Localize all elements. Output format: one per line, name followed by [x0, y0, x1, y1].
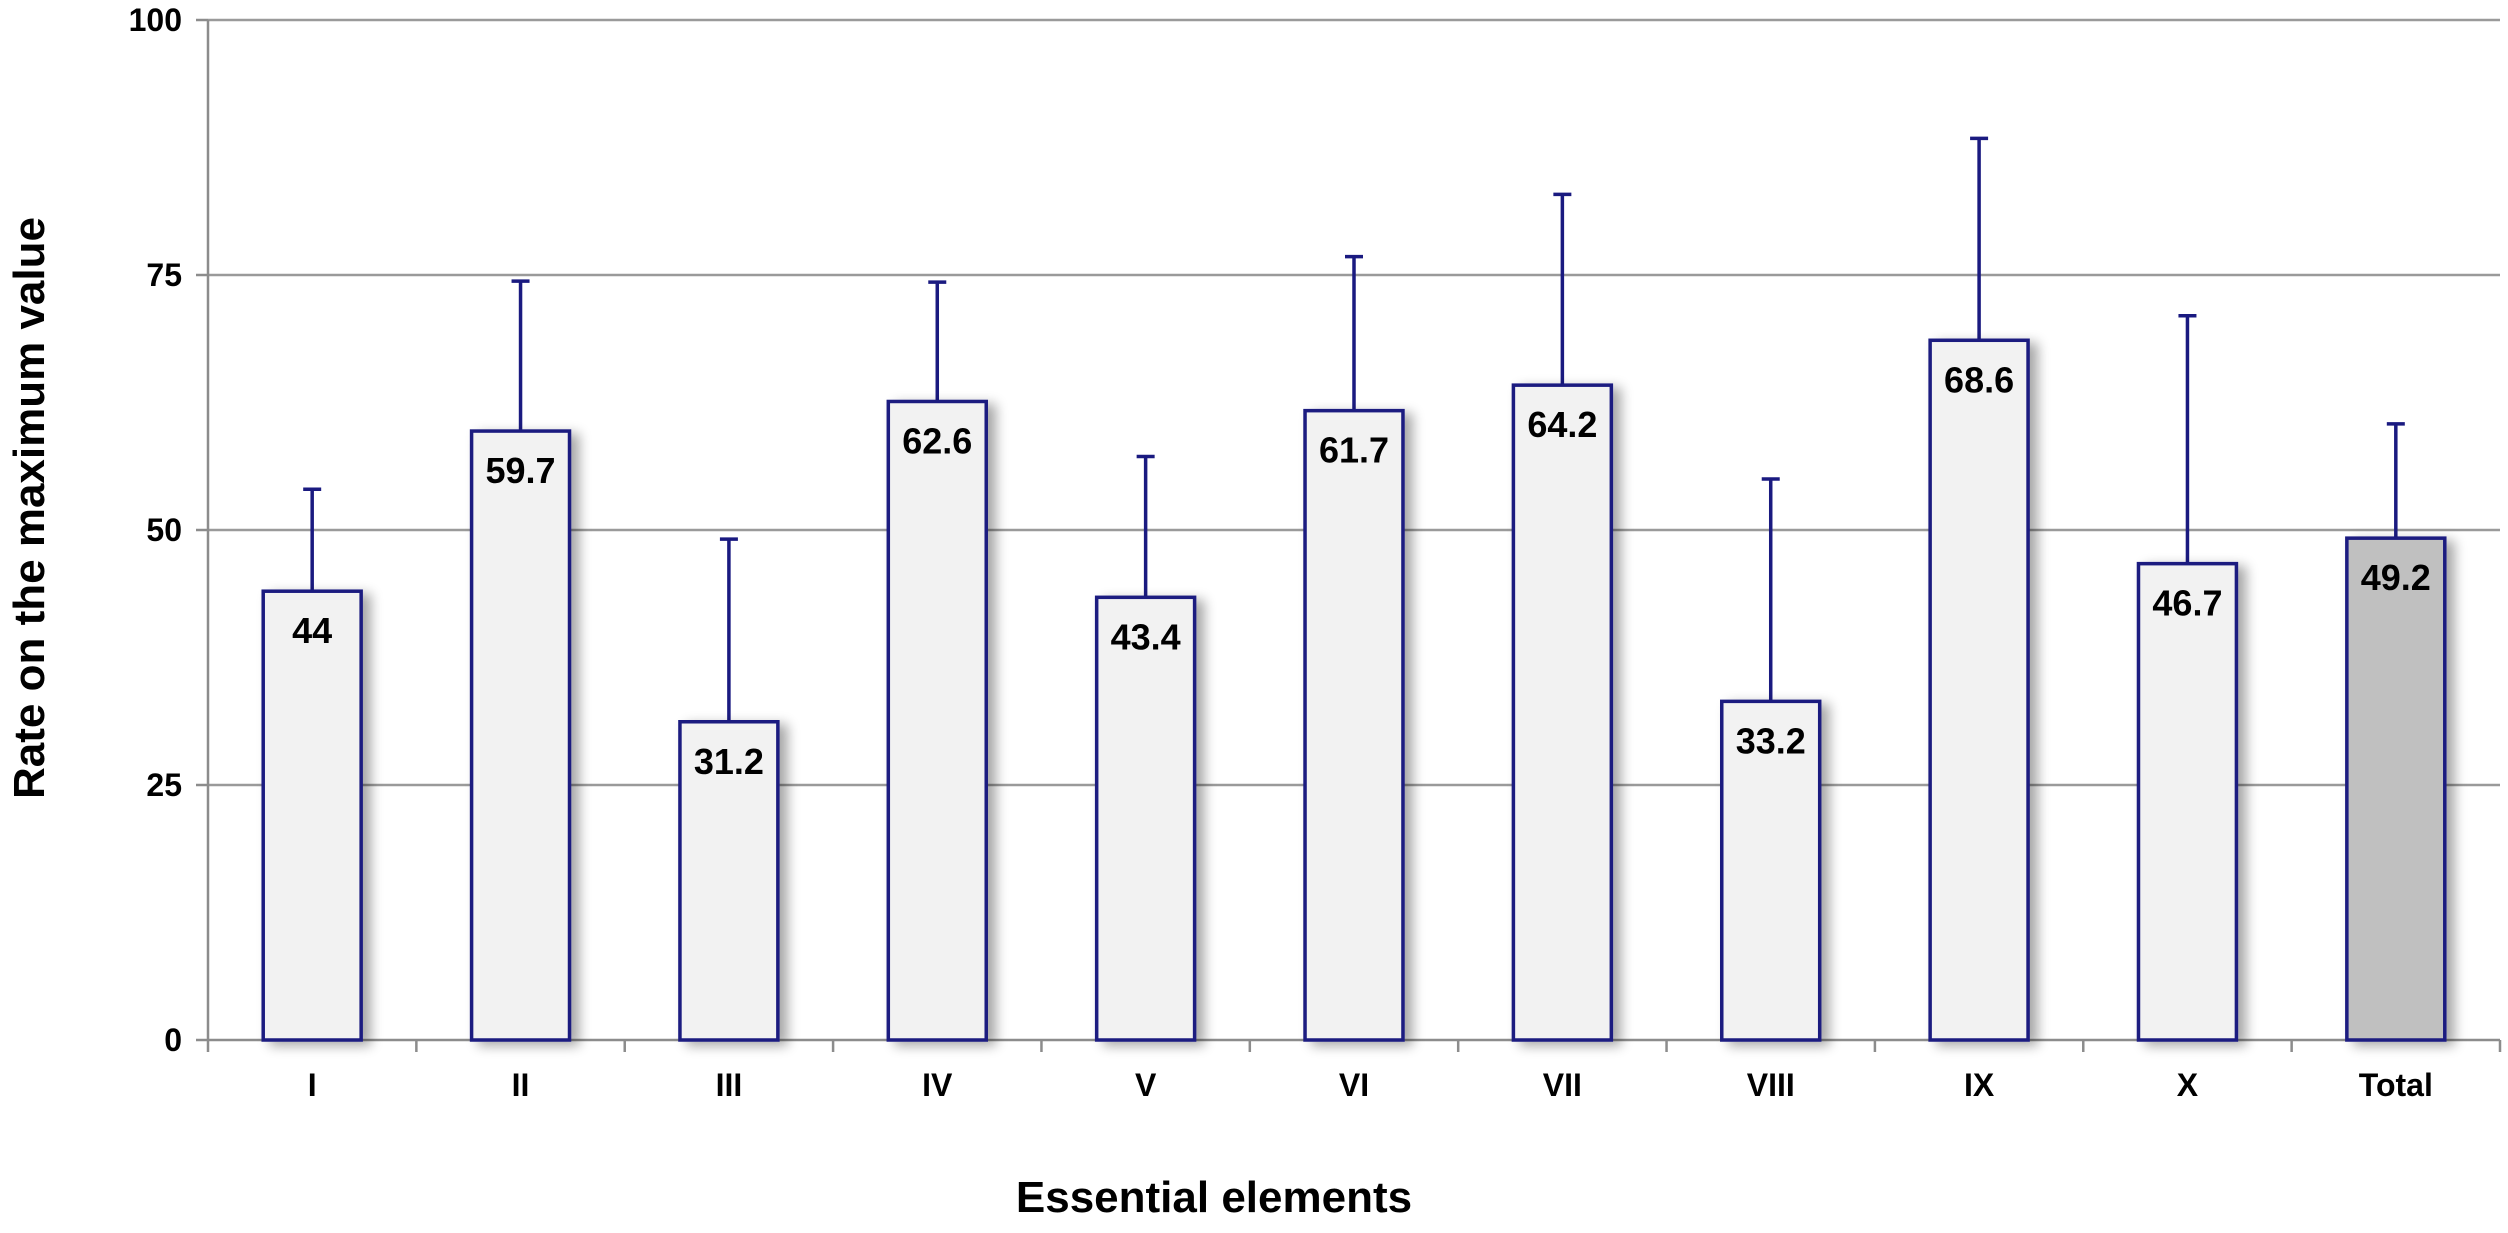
- bars: [261, 338, 2447, 1042]
- data-label: 49.2: [2361, 557, 2431, 598]
- x-tick-label: IX: [1964, 1067, 1995, 1103]
- data-label: 46.7: [2152, 583, 2222, 624]
- y-axis-title: Rate on the maximum value: [5, 217, 54, 799]
- y-tick-label: 0: [164, 1022, 182, 1058]
- bar: [2345, 536, 2447, 1042]
- bar: [261, 589, 363, 1042]
- y-tick-label: 50: [146, 512, 182, 548]
- bar: [1720, 699, 1822, 1042]
- x-tick-labels: I II III IV V VI VII VIII IX X Total: [308, 1067, 2433, 1103]
- data-label: 31.2: [694, 741, 764, 782]
- x-tick-label: Total: [2359, 1067, 2433, 1103]
- data-labels: 44 59.7 31.2 62.6 43.4 61.7 64.2 33.2 68.6 46.7 49…: [292, 359, 2431, 781]
- data-label: 61.7: [1319, 430, 1389, 471]
- data-label: 62.6: [902, 420, 972, 461]
- x-tick-label: VIII: [1747, 1067, 1795, 1103]
- bar: [886, 399, 988, 1042]
- bar: [1928, 338, 2030, 1042]
- bar: [1511, 383, 1614, 1042]
- data-label: 59.7: [486, 450, 556, 491]
- data-label: 44: [292, 610, 332, 651]
- x-tick-label: VI: [1339, 1067, 1369, 1103]
- data-label: 43.4: [1111, 616, 1181, 657]
- x-tick-label: V: [1135, 1067, 1157, 1103]
- bar: [1094, 595, 1197, 1042]
- x-tick-label: III: [716, 1067, 743, 1103]
- bar: [2136, 561, 2239, 1042]
- x-tick-label: II: [512, 1067, 530, 1103]
- data-label: 64.2: [1527, 404, 1597, 445]
- x-tick-label: IV: [922, 1067, 953, 1103]
- x-tick-label: X: [2177, 1067, 2199, 1103]
- y-tick-label: 100: [129, 2, 182, 38]
- data-label: 33.2: [1736, 720, 1806, 761]
- x-tick-label: I: [308, 1067, 317, 1103]
- y-tick-labels: 0 25 50 75 100: [129, 2, 182, 1058]
- bar: [1303, 408, 1405, 1042]
- x-axis-title: Essential elements: [1016, 1173, 1412, 1222]
- y-tick-label: 75: [146, 257, 182, 293]
- error-bars: [303, 136, 2405, 722]
- y-tick-label: 25: [146, 767, 182, 803]
- x-tick-label: VII: [1543, 1067, 1582, 1103]
- data-label: 68.6: [1944, 359, 2014, 400]
- bar: [469, 429, 572, 1042]
- bar: [678, 720, 780, 1042]
